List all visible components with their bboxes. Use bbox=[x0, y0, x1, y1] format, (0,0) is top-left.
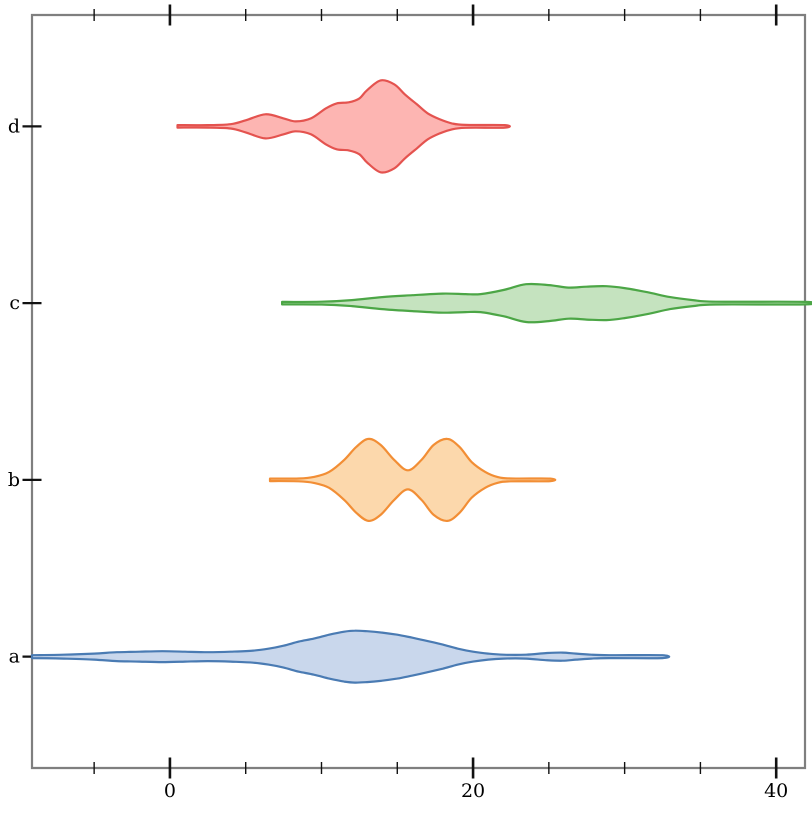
y-tick-label-c: c bbox=[9, 292, 20, 314]
x-tick-label: 20 bbox=[461, 780, 485, 802]
y-tick-label-b: b bbox=[8, 469, 20, 491]
y-tick-label-d: d bbox=[8, 115, 20, 137]
x-tick-label: 0 bbox=[164, 780, 176, 802]
violin-c bbox=[281, 282, 812, 324]
axis-frame bbox=[30, 13, 807, 770]
x-tick-label: 40 bbox=[764, 780, 788, 802]
violin-d bbox=[176, 79, 511, 174]
violin-b bbox=[268, 437, 557, 523]
y-tick-label-a: a bbox=[9, 646, 20, 668]
violin-a bbox=[30, 629, 671, 684]
